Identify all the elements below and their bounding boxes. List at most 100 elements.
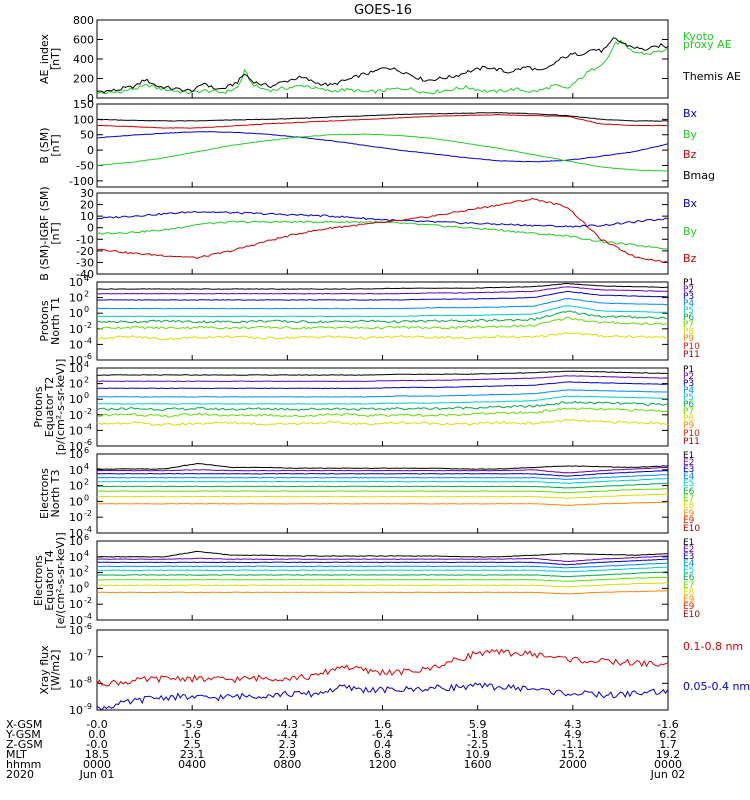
legend-label: P2: [683, 285, 694, 295]
legend-label: 0.1-0.8 nm: [683, 640, 743, 653]
x-axis-value: 1.6: [374, 718, 392, 731]
y-tick-label: 10: [69, 677, 83, 690]
series-line-p2: [96, 375, 669, 383]
legend-label: P10: [683, 342, 700, 352]
y-tick-exponent: 4: [84, 360, 89, 369]
y-tick-label: 10: [69, 704, 83, 717]
legend-label: E6: [683, 573, 695, 583]
y-tick-label: 100: [73, 113, 94, 126]
legend-label: P4: [683, 386, 694, 396]
y-tick-label: 10: [69, 614, 83, 627]
legend-label: P9: [683, 421, 694, 431]
y-axis-label: Equator T4: [43, 550, 56, 610]
legend-label: E10: [683, 524, 700, 534]
y-tick-exponent: -4: [84, 422, 92, 431]
legend-label: P2: [683, 372, 694, 382]
y-tick-label: -50: [76, 159, 94, 172]
x-axis-value: 1600: [464, 758, 492, 771]
y-tick-label: 10: [69, 527, 83, 540]
x-axis-value: 10.9: [465, 748, 490, 761]
x-axis-value: 18.5: [85, 748, 110, 761]
legend-label: E9: [683, 516, 695, 526]
legend-label: E5: [683, 566, 694, 576]
y-tick-label: 10: [69, 495, 83, 508]
y-axis-label: North T1: [49, 297, 62, 345]
legend-label: Bx: [683, 197, 698, 210]
x-axis-row-label: hhmm: [6, 758, 41, 771]
x-axis-value: -0.0: [86, 738, 107, 751]
legend-label: E4: [683, 559, 695, 569]
y-axis-label: [e/(cm²-s-sr-keV)]: [54, 532, 67, 628]
y-tick-label: 10: [69, 362, 83, 375]
series-line-bz: [97, 197, 669, 264]
x-axis-row-label: Y-GSM: [5, 728, 41, 741]
x-axis-value: 19.2: [656, 748, 681, 761]
y-tick-label: 200: [73, 73, 94, 86]
legend-label: P8: [683, 327, 694, 337]
x-axis-value: 0000: [83, 758, 111, 771]
y-tick-label: 10: [69, 440, 83, 453]
x-axis-value: -1.6: [657, 718, 678, 731]
y-tick-exponent: 2: [84, 376, 89, 385]
x-axis-value: 0.0: [88, 728, 106, 741]
series-line-e7: [96, 488, 668, 494]
y-tick-exponent: -4: [84, 336, 92, 345]
y-tick-exponent: 6: [84, 446, 89, 455]
series-line-e5: [97, 566, 669, 573]
legend-label: P11: [683, 350, 700, 360]
series-line-e8: [96, 493, 668, 499]
series-line-e4: [96, 562, 668, 569]
series-line-p7: [96, 407, 669, 418]
panel-2: 150 100 50 0 -50 -100 B (SM)[nT] Bx By Bz Bmag: [38, 98, 715, 188]
x-axis-value: 2000: [559, 758, 587, 771]
legend-label: E8: [683, 588, 695, 598]
y-tick-exponent: -6: [84, 352, 92, 361]
y-tick-exponent: -6: [84, 438, 92, 447]
y-tick-label: 10: [69, 393, 83, 406]
series-line-p3: [96, 381, 669, 390]
x-axis-value: -6.4: [372, 728, 393, 741]
legend-label: E1: [683, 451, 694, 461]
legend-label: Kyoto: [683, 30, 714, 43]
y-tick-label: 10: [69, 480, 83, 493]
y-tick-label: 10: [69, 535, 83, 548]
y-tick-label: 10: [69, 511, 83, 524]
x-axis-row-label: 2020: [6, 768, 34, 781]
x-axis-value: 2.5: [183, 738, 201, 751]
y-tick-exponent: -9: [84, 702, 92, 711]
y-tick-exponent: 0: [84, 580, 89, 589]
series-line-p1: [96, 283, 668, 290]
series-line-e3: [96, 558, 668, 566]
series-line-bmag: [96, 111, 669, 122]
y-tick-exponent: 0: [84, 493, 89, 502]
legend-label: P8: [683, 414, 694, 424]
legend-label: E3: [683, 552, 694, 562]
series-line-0-1-0-8-nm: [96, 648, 669, 687]
x-axis-value: 0800: [273, 758, 301, 771]
series-line-bx: [96, 210, 669, 228]
x-axis-row-label: Z-GSM: [6, 738, 43, 751]
x-axis-table: X-GSMY-GSMZ-GSMMLThhmm2020-0.00.0-0.018.…: [5, 718, 685, 781]
y-axis-label: Electrons: [32, 555, 45, 606]
y-tick-label: -20: [76, 245, 94, 258]
series-line-bz: [96, 114, 669, 129]
x-axis-value: -4.4: [277, 728, 298, 741]
legend-label: E7: [683, 494, 694, 504]
series-line-p4: [96, 298, 669, 310]
x-axis-value: 5.9: [469, 718, 487, 731]
x-axis-row-label: X-GSM: [6, 718, 42, 731]
legend-label: P6: [683, 313, 694, 323]
legend-label: E6: [683, 487, 695, 497]
x-axis-value: 4.9: [564, 728, 582, 741]
y-tick-exponent: -8: [84, 675, 92, 684]
x-axis-value: 0000: [654, 758, 682, 771]
y-tick-label: 10: [69, 424, 83, 437]
x-axis-value: 23.1: [180, 748, 205, 761]
y-tick-label: -100: [69, 175, 94, 188]
legend-label: E9: [683, 595, 695, 605]
